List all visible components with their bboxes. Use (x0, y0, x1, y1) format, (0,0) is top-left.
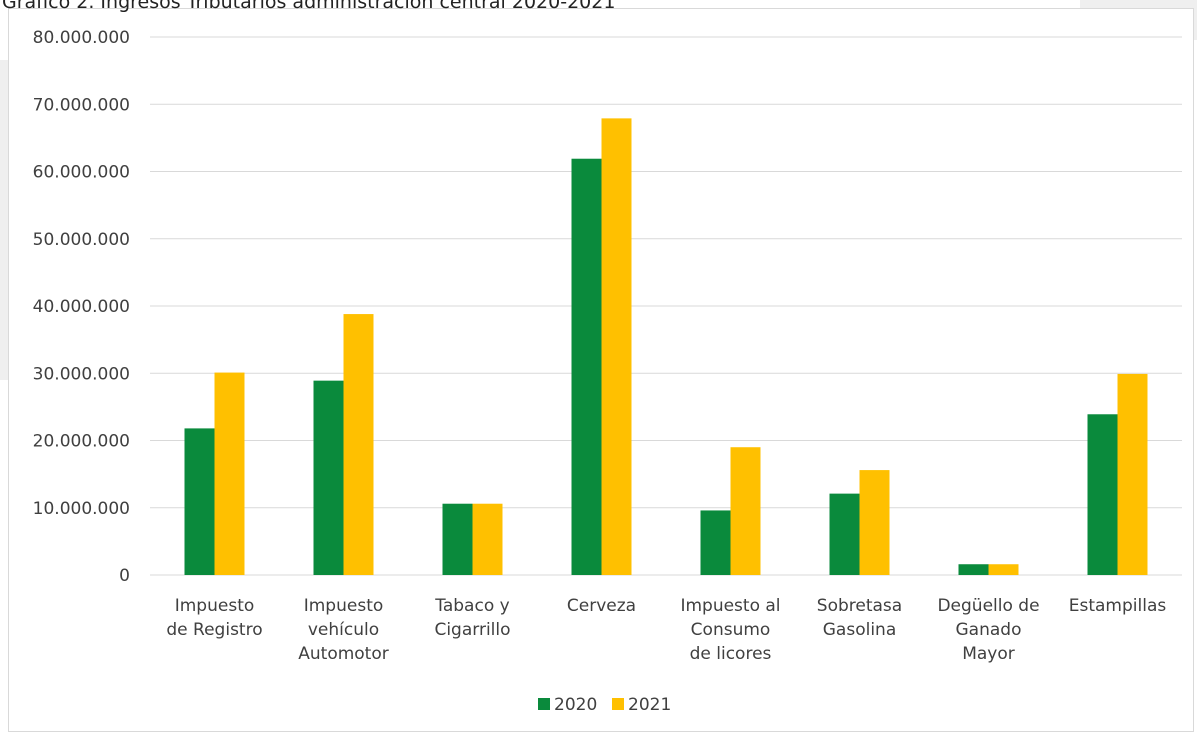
y-tick-label: 20.000.000 (33, 432, 130, 452)
category-label: Degüello de (937, 596, 1039, 616)
bars (184, 118, 1148, 575)
bar-2021 (343, 314, 374, 575)
bar-2021 (1117, 373, 1148, 575)
category-label: Cigarrillo (434, 620, 510, 640)
gridlines (150, 36, 1182, 576)
bar-2020 (1087, 414, 1118, 575)
category-label: Ganado (956, 620, 1022, 640)
legend-label: 2021 (628, 695, 671, 715)
category-label: Mayor (962, 644, 1015, 664)
category-label: Consumo (691, 620, 771, 640)
x-axis-category-labels: Impuesto de Registro Impuesto vehículo Autom… (166, 596, 1166, 664)
y-axis-tick-labels: 0 10.000.000 20.000.000 30.000.000 40.000.00… (33, 28, 130, 586)
bar-2021 (214, 372, 245, 575)
category-label: de licores (690, 644, 772, 664)
category-label: Estampillas (1069, 596, 1167, 616)
bar-2021 (988, 564, 1019, 575)
category-label: Gasolina (823, 620, 897, 640)
y-tick-label: 70.000.000 (33, 95, 130, 115)
chart-caption: Gráfico 2. Ingresos Tributarios administ… (2, 0, 616, 13)
y-tick-label: 40.000.000 (33, 297, 130, 317)
bar-2020 (958, 564, 989, 575)
category-label: Impuesto (304, 596, 384, 616)
category-label: de Registro (166, 620, 262, 640)
y-tick-label: 30.000.000 (33, 364, 130, 384)
bar-2020 (184, 428, 215, 575)
legend-label: 2020 (554, 695, 597, 715)
category-label: Automotor (298, 644, 389, 664)
bar-2021 (472, 503, 503, 575)
category-label: Impuesto (175, 596, 255, 616)
bar-2021 (859, 470, 890, 575)
bar-2020 (442, 503, 473, 575)
category-label: vehículo (308, 620, 379, 640)
bar-2020 (571, 158, 602, 575)
bar-2021 (730, 447, 761, 575)
category-label: Cerveza (567, 596, 636, 616)
category-label: Sobretasa (817, 596, 902, 616)
y-tick-label: 0 (119, 566, 130, 586)
y-tick-label: 60.000.000 (33, 163, 130, 183)
legend-swatch (538, 698, 550, 710)
bar-2020 (313, 380, 344, 575)
y-tick-label: 10.000.000 (33, 499, 130, 519)
bar-2020 (700, 510, 731, 575)
y-tick-label: 80.000.000 (33, 28, 130, 48)
category-label: Impuesto al (680, 596, 780, 616)
bar-2020 (829, 493, 860, 575)
bar-2021 (601, 118, 632, 575)
y-tick-label: 50.000.000 (33, 230, 130, 250)
legend-swatch (612, 698, 624, 710)
legend: 2020 2021 (538, 695, 671, 715)
category-label: Tabaco y (434, 596, 509, 616)
